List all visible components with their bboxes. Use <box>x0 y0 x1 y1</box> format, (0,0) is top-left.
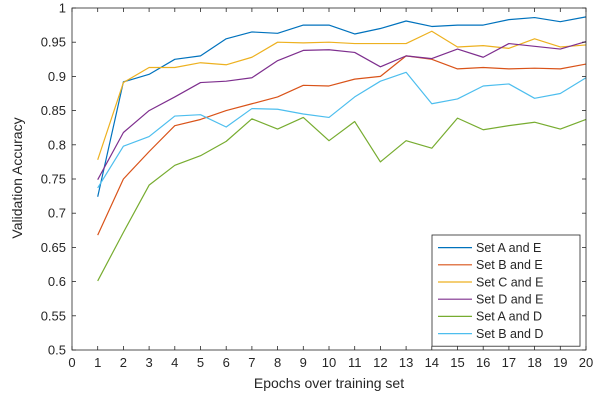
x-tick-label: 3 <box>145 355 152 370</box>
y-axis-title: Validation Accuracy <box>9 117 25 238</box>
x-tick-label: 5 <box>197 355 204 370</box>
legend-label-3: Set C and E <box>476 275 543 289</box>
y-tick-label: 0.85 <box>41 103 66 118</box>
x-tick-label: 9 <box>300 355 307 370</box>
series-line-2 <box>97 55 587 236</box>
y-tick-label: 0.95 <box>41 35 66 50</box>
x-tick-label: 10 <box>322 355 336 370</box>
legend-label-6: Set B and D <box>476 327 543 341</box>
x-tick-label: 15 <box>450 355 464 370</box>
legend-label-5: Set A and D <box>476 310 542 324</box>
x-tick-label: 13 <box>399 355 413 370</box>
x-axis-title: Epochs over training set <box>254 375 404 391</box>
legend-box <box>431 234 581 347</box>
x-tick-label: 6 <box>223 355 230 370</box>
x-tick-label: 14 <box>425 355 439 370</box>
x-tick-label: 7 <box>248 355 255 370</box>
y-tick-label: 0.65 <box>41 240 66 255</box>
series-line-5 <box>97 116 587 282</box>
x-tick-label: 8 <box>274 355 281 370</box>
x-tick-label: 2 <box>120 355 127 370</box>
legend: Set A and E Set B and E Set C and E Set D a… <box>431 234 581 347</box>
x-tick-label: 11 <box>348 355 362 370</box>
x-tick-label: 16 <box>476 355 490 370</box>
x-tick-label: 0 <box>68 355 75 370</box>
y-tick-label: 1 <box>59 1 66 16</box>
x-tick-label: 19 <box>553 355 567 370</box>
y-tick-label: 0.5 <box>48 343 66 358</box>
ticks-layer: 0 1 2 3 4 5 6 7 8 9 10 11 12 13 14 15 16 17 18 19 200.50.550… <box>41 1 594 371</box>
y-tick-label: 0.55 <box>41 308 66 323</box>
legend-label-4: Set D and E <box>476 293 543 307</box>
x-tick-label: 17 <box>502 355 516 370</box>
series-line-3 <box>97 30 587 161</box>
y-tick-label: 0.6 <box>48 274 66 289</box>
legend-label-2: Set B and E <box>476 258 543 272</box>
x-tick-label: 12 <box>373 355 387 370</box>
x-tick-label: 20 <box>579 355 593 370</box>
x-tick-label: 4 <box>171 355 178 370</box>
series-line-6 <box>97 71 587 189</box>
y-tick-label: 0.9 <box>48 69 66 84</box>
legend-label-1: Set A and E <box>476 241 541 255</box>
series-layer <box>97 16 587 282</box>
y-tick-label: 0.8 <box>48 137 66 152</box>
x-tick-label: 18 <box>527 355 541 370</box>
series-line-4 <box>97 40 587 180</box>
y-tick-label: 0.75 <box>41 172 66 187</box>
x-tick-label: 1 <box>94 355 101 370</box>
y-tick-label: 0.7 <box>48 206 66 221</box>
series-line-1 <box>97 16 587 197</box>
